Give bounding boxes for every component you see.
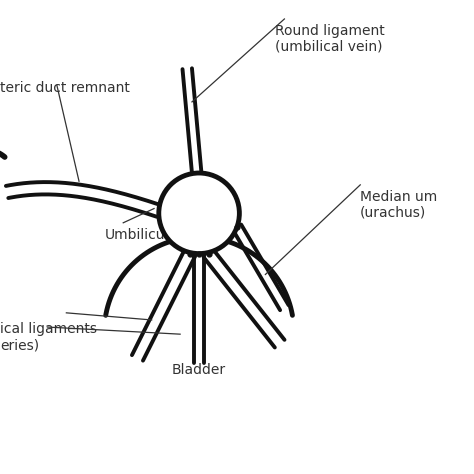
Text: Umbilicus: Umbilicus <box>104 228 172 242</box>
Text: ical ligaments
eries): ical ligaments eries) <box>0 322 97 353</box>
Text: Median um
(urachus): Median um (urachus) <box>360 190 438 220</box>
Text: Round ligament
(umbilical vein): Round ligament (umbilical vein) <box>275 24 385 54</box>
Text: Bladder: Bladder <box>172 363 226 377</box>
Circle shape <box>159 173 239 254</box>
Text: teric duct remnant: teric duct remnant <box>0 81 130 95</box>
